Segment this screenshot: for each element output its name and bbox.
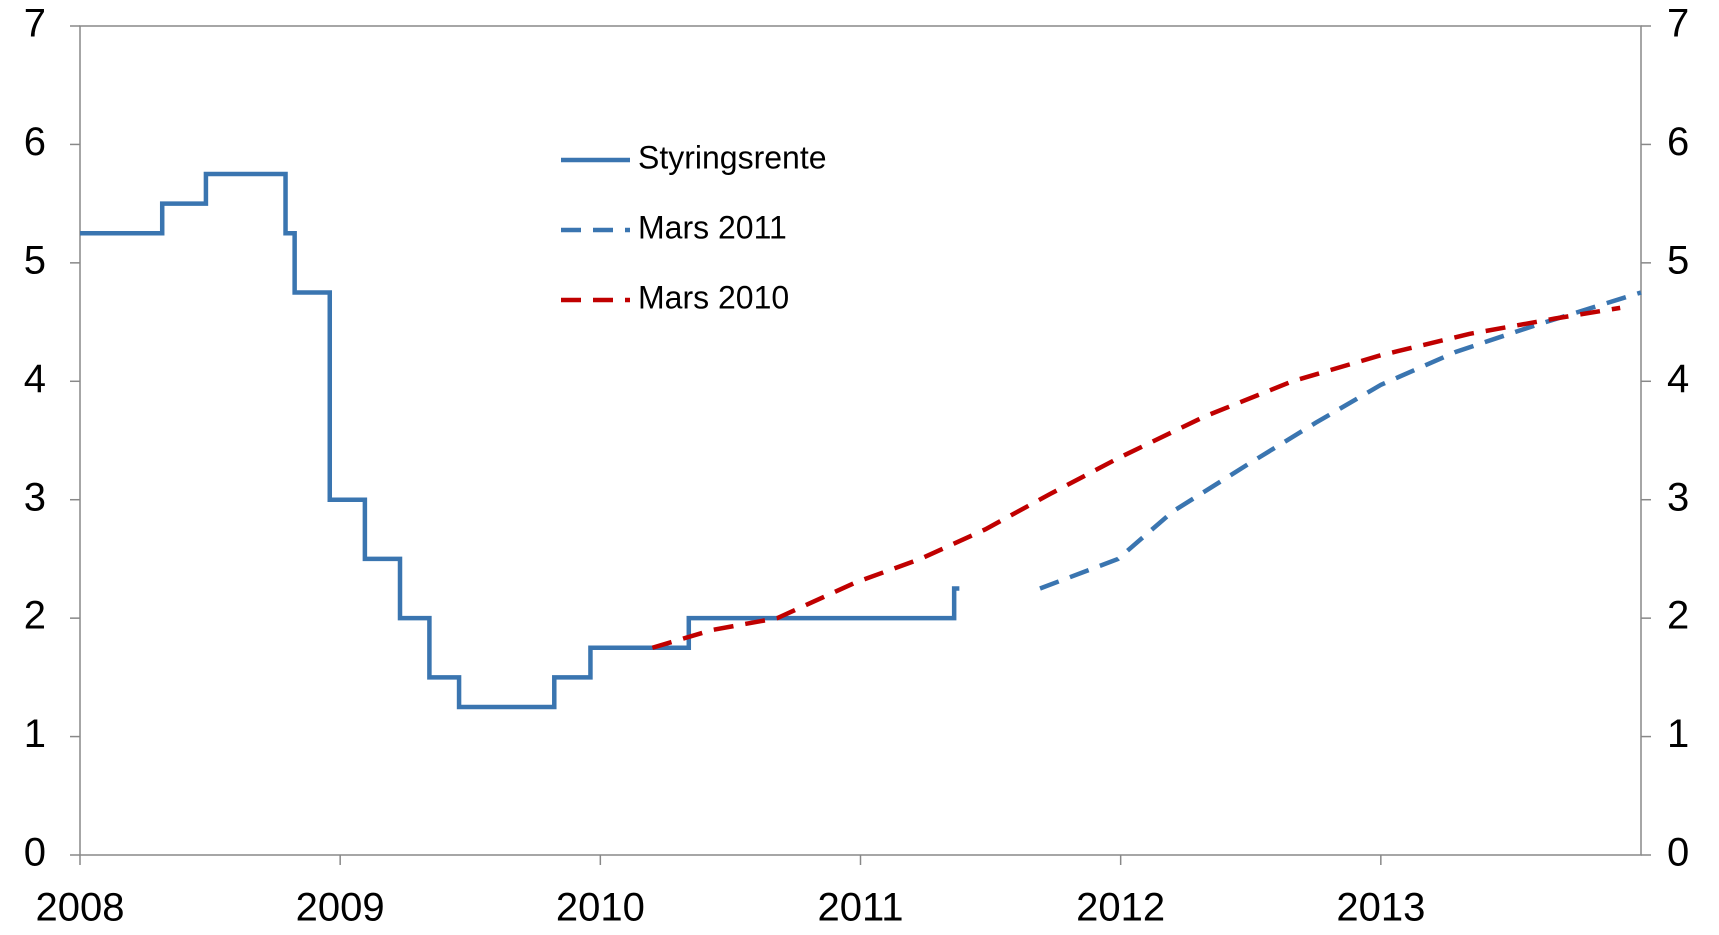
x-tick-label: 2008: [36, 886, 125, 930]
y2-tick-label: 4: [1667, 357, 1689, 401]
y-tick-label: 4: [24, 357, 46, 401]
x-tick-label: 2013: [1336, 886, 1425, 930]
x-tick-label: 2011: [817, 886, 903, 930]
x-tick-label: 2010: [556, 886, 645, 930]
series-line: [651, 305, 1621, 650]
x-tick-label: 2009: [296, 886, 385, 930]
legend-label: Styringsrente: [638, 139, 827, 175]
x-tick-label: 2012: [1076, 886, 1165, 930]
y2-tick-label: 2: [1667, 594, 1689, 638]
y-tick-label: 7: [24, 2, 46, 46]
legend-label: Mars 2010: [638, 279, 789, 315]
series-line: [1039, 290, 1642, 591]
y2-tick-label: 5: [1667, 238, 1689, 282]
series-line: [80, 171, 960, 710]
y2-tick-label: 1: [1667, 712, 1689, 756]
y-tick-label: 1: [24, 712, 46, 756]
legend-label: Mars 2011: [638, 209, 787, 245]
y2-tick-label: 7: [1667, 2, 1689, 46]
y-tick-label: 0: [24, 831, 46, 875]
y-tick-label: 6: [24, 120, 46, 164]
y-tick-label: 3: [24, 475, 46, 519]
plot-frame: [79, 25, 1642, 856]
y-tick-label: 2: [24, 594, 46, 638]
y-tick-label: 5: [24, 238, 46, 282]
y2-tick-label: 0: [1667, 831, 1689, 875]
y2-tick-label: 3: [1667, 475, 1689, 519]
y2-tick-label: 6: [1667, 120, 1689, 164]
